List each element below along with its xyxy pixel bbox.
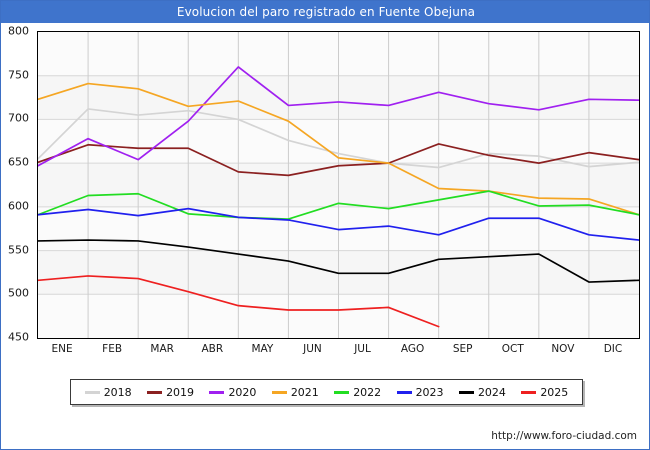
y-axis-ticks: 450 500 550 600 650 700 750 800 [1,25,649,344]
legend-item-2024[interactable]: 2024 [458,385,506,399]
y-axis-tick-label: 650 [8,155,29,169]
x-axis-tick-label: OCT [501,343,524,355]
y-axis-tick-label: 450 [8,330,29,344]
source-url: http://www.foro-ciudad.com [491,430,637,442]
legend-item-2018[interactable]: 2018 [84,385,132,399]
x-axis-tick-label: NOV [551,343,575,355]
y-axis-tick-label: 600 [8,199,29,213]
legend-label-2021: 2021 [290,385,319,399]
chart-area: 450 500 550 600 650 700 750 800 ENE FEB MAR ABR MAY… [1,23,649,363]
legend-item-2022[interactable]: 2022 [334,386,381,399]
legend-label-2020: 2020 [228,385,257,399]
chart-series-group [38,66,639,328]
legend-item-2020[interactable]: 2020 [209,386,256,399]
legend-swatch-2019 [147,390,163,394]
series-line-2025 [38,275,440,328]
chart-svg [38,32,639,338]
chart-gridlines [38,32,639,338]
y-axis-tick-label: 700 [8,111,29,125]
x-axis-tick-label: ENE [51,343,73,355]
window-title-bar: Evolucion del paro registrado en Fuente … [1,1,649,23]
legend-swatch-2021 [271,390,287,394]
legend-swatch-2023 [396,390,412,394]
legend-swatch-2020 [209,390,225,394]
series-line-2023 [38,207,639,241]
x-axis-tick-label: DIC [603,343,623,355]
legend-swatch-2018 [84,390,100,394]
y-axis-tick-label: 550 [8,243,29,257]
y-axis-tick-label: 800 [8,24,29,38]
series-line-2019 [38,143,639,177]
series-line-2022 [38,190,639,220]
x-axis-tick-label: JUN [303,343,322,355]
legend-label-2024: 2024 [477,385,506,399]
x-axis-tick-label: FEB [102,343,123,355]
y-axis-tick-label: 500 [8,286,29,300]
series-line-2021 [38,82,639,216]
x-axis-tick-label: JUL [354,343,371,355]
series-line-2020 [38,66,639,167]
legend-label-2025: 2025 [540,385,569,399]
legend-label-2023: 2023 [415,385,444,399]
legend-label-2022: 2022 [353,385,382,399]
chart-legend: 2018 2019 2020 2021 2022 2023 2024 2025 [70,379,583,405]
legend-item-2021[interactable]: 2021 [271,385,319,399]
y-axis-tick-label: 750 [8,68,29,82]
legend-item-2023[interactable]: 2023 [396,385,444,399]
legend-swatch-2025 [521,390,537,394]
x-axis-tick-label: AGO [400,343,425,355]
legend-swatch-2024 [458,390,474,394]
page-title: Evolucion del paro registrado en Fuente … [176,5,476,19]
legend-label-2018: 2018 [103,385,132,399]
plot-area [37,31,640,339]
x-axis-tick-label: MAY [251,343,274,355]
series-line-2024 [38,239,639,283]
x-axis-tick-label: MAR [150,343,174,355]
legend-item-2025[interactable]: 2025 [521,386,568,399]
series-line-2018 [38,108,639,169]
legend-swatch-2022 [334,390,350,394]
legend-label-2019: 2019 [166,385,195,399]
legend-item-2019[interactable]: 2019 [147,386,194,399]
x-axis-tick-label: SEP [452,343,473,355]
x-axis-tick-label: ABR [201,343,224,355]
